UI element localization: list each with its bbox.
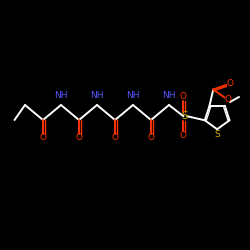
Text: NH: NH [162, 91, 176, 100]
Text: S: S [214, 130, 220, 139]
Text: O: O [180, 131, 187, 140]
Text: O: O [227, 79, 234, 88]
Text: NH: NH [126, 91, 140, 100]
Text: O: O [40, 134, 46, 142]
Text: NH: NH [90, 91, 104, 100]
Text: O: O [76, 134, 82, 142]
Text: O: O [148, 134, 154, 142]
Text: S: S [181, 111, 188, 121]
Text: O: O [180, 92, 187, 101]
Text: O: O [112, 134, 118, 142]
Text: NH: NH [54, 91, 68, 100]
Text: O: O [224, 96, 231, 104]
